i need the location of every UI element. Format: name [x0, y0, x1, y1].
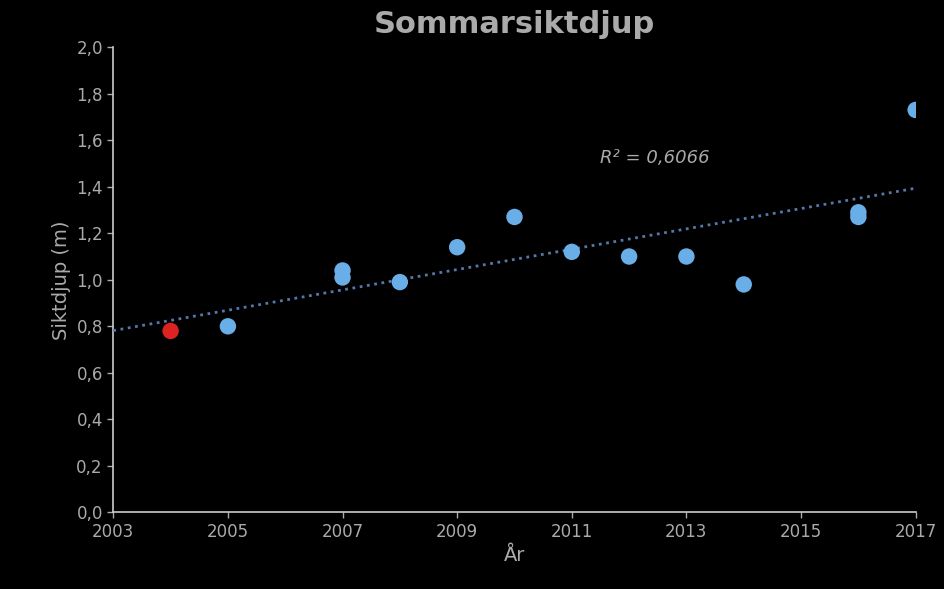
- Title: Sommarsiktdjup: Sommarsiktdjup: [374, 10, 655, 39]
- Point: [335, 266, 350, 275]
- Point: [908, 105, 923, 115]
- Point: [335, 273, 350, 282]
- Point: [449, 243, 464, 252]
- X-axis label: År: År: [504, 547, 525, 565]
- Point: [679, 252, 694, 261]
- Point: [393, 277, 408, 287]
- Point: [851, 212, 866, 221]
- Point: [736, 280, 751, 289]
- Point: [621, 252, 636, 261]
- Point: [163, 326, 178, 336]
- Point: [565, 247, 580, 257]
- Point: [507, 212, 522, 221]
- Text: R² = 0,6066: R² = 0,6066: [600, 150, 710, 167]
- Point: [851, 207, 866, 217]
- Y-axis label: Siktdjup (m): Siktdjup (m): [52, 220, 71, 339]
- Point: [220, 322, 235, 331]
